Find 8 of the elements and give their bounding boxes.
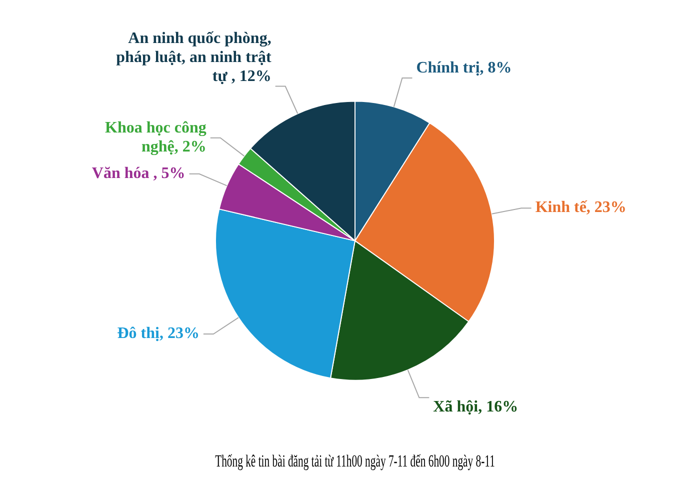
slice-label: Chính trị, 8% <box>416 60 512 77</box>
text: Thống kê tin bài đăng tải từ 11h00 ngày 7-11 đến 6h00 ngày 8-11 <box>215 452 495 472</box>
slice-label: Xã hội, 16% <box>433 398 518 416</box>
slice-label: Văn hóa , 5% <box>92 165 186 182</box>
slice-label: Khoa học công nghệ, 2% <box>105 119 206 156</box>
slice-label: Kinh tế, 23% <box>535 199 626 216</box>
slice-label: An ninh quốc phòng, pháp luật, an ninh trật tự , 12% <box>116 30 272 85</box>
slice-label: Đô thị, 23% <box>117 325 200 342</box>
